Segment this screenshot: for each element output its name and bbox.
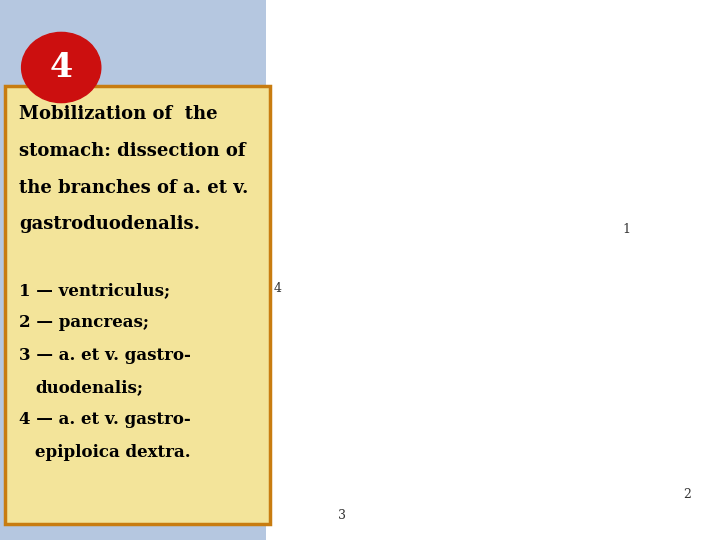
- Text: 3 — a. et v. gastro-: 3 — a. et v. gastro-: [19, 347, 192, 363]
- Text: the branches of a. et v.: the branches of a. et v.: [19, 179, 249, 197]
- FancyBboxPatch shape: [5, 86, 270, 524]
- FancyBboxPatch shape: [266, 0, 720, 540]
- Text: 4: 4: [50, 51, 73, 84]
- Text: 1 — ventriculus;: 1 — ventriculus;: [19, 282, 171, 299]
- Text: 1: 1: [622, 223, 631, 236]
- Text: gastroduodenalis.: gastroduodenalis.: [19, 215, 200, 233]
- Text: 4 — a. et v. gastro-: 4 — a. et v. gastro-: [19, 411, 192, 428]
- Text: 4: 4: [273, 282, 282, 295]
- Text: epiploica dextra.: epiploica dextra.: [35, 444, 191, 461]
- Ellipse shape: [22, 32, 101, 103]
- Text: stomach: dissection of: stomach: dissection of: [19, 142, 246, 160]
- Text: 2 — pancreas;: 2 — pancreas;: [19, 314, 150, 331]
- Text: 2: 2: [684, 488, 691, 501]
- Text: Mobilization of  the: Mobilization of the: [19, 105, 218, 123]
- Text: 3: 3: [338, 509, 346, 522]
- Text: duodenalis;: duodenalis;: [35, 379, 143, 396]
